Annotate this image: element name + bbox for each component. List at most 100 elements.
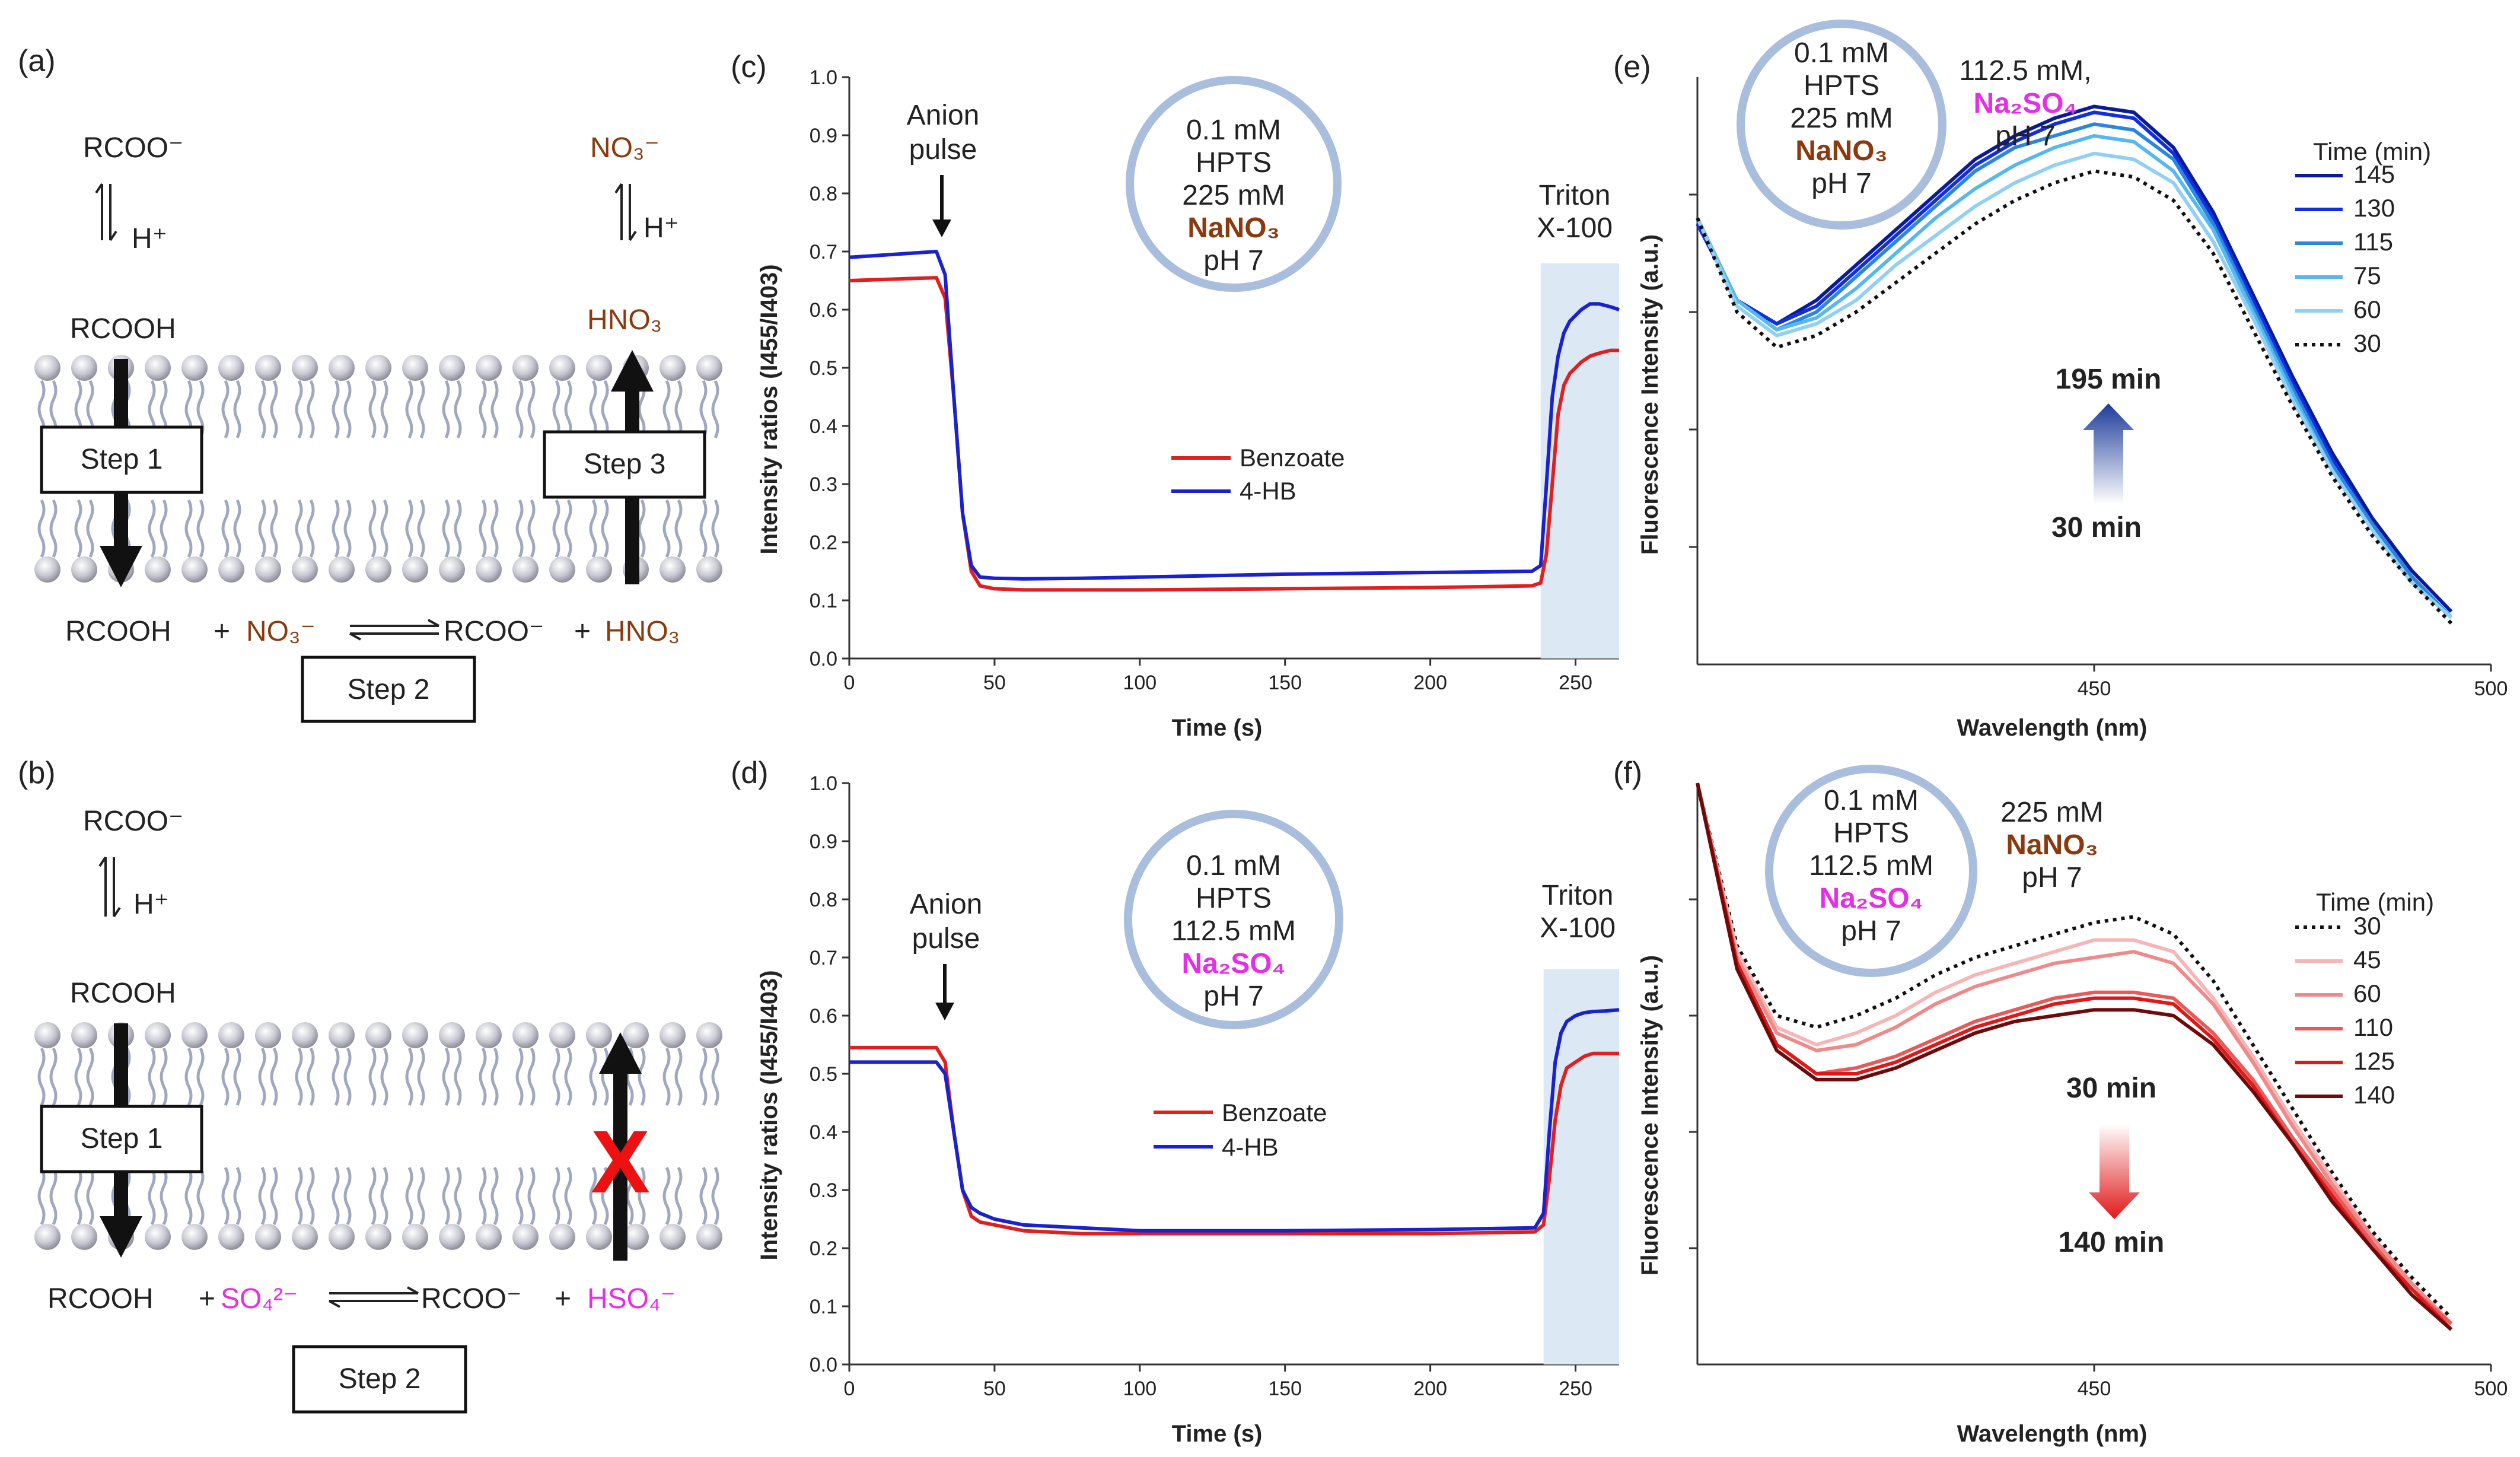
lipid-head — [292, 1022, 318, 1048]
lipid-head — [660, 355, 686, 381]
legend-label-115: 115 — [2353, 228, 2393, 256]
lipid-tail — [74, 1047, 82, 1106]
lipid-tail — [307, 499, 315, 558]
c-pulse-arrowhead — [932, 219, 951, 237]
d-triton-1: Triton — [1542, 880, 1614, 911]
equilibrium-arrows-b — [98, 856, 121, 918]
step1-box-b — [40, 1105, 203, 1173]
lipid-tail — [184, 499, 193, 558]
lipid-tail — [221, 1166, 230, 1226]
lipid-head — [586, 1022, 612, 1048]
lipid-tail — [699, 1047, 708, 1106]
chart-d-legend: Benzoate 4-HB — [1154, 1099, 1327, 1161]
lipid-tail — [221, 1047, 230, 1106]
lipid-tail — [479, 380, 487, 439]
lipid-head — [255, 1224, 281, 1250]
lipid-tail — [49, 1047, 58, 1106]
lipid-tail — [270, 1047, 278, 1106]
lipid-head — [71, 355, 97, 381]
a-eq-plus2: + — [574, 616, 591, 647]
lipid-tail — [527, 1166, 536, 1226]
series-line-60 — [1696, 151, 2453, 619]
x-tick-label: 100 — [1123, 672, 1157, 694]
legend-label-60: 60 — [2353, 979, 2381, 1007]
lipid-head — [696, 355, 722, 381]
lipid-tail — [258, 380, 266, 439]
d-pulse-1: Anion — [910, 889, 983, 920]
lipid-tail — [86, 499, 94, 558]
y-tick-label: 0.0 — [810, 648, 837, 670]
chart-d: (d) 0 50 100 150 200 250 0.0 0.1 0.2 0.3 0.4 0.5 0.6… — [731, 756, 1620, 1447]
a-top-left-acid: RCOOH — [70, 313, 176, 345]
lipid-tail — [479, 499, 487, 558]
lipid-head — [329, 355, 355, 381]
lipid-tail — [332, 1166, 340, 1226]
lipid-tail — [343, 1166, 352, 1226]
lipid-tail — [332, 380, 340, 439]
legend-label-75: 75 — [2353, 262, 2381, 290]
chart-e-ylabel: Fluorescence Intensity (a.u.) — [1637, 234, 1663, 555]
lipid-tail — [674, 1047, 683, 1106]
series-line-60 — [1696, 782, 2453, 1325]
y-tick-label: 0.2 — [810, 1238, 837, 1260]
lipid-head — [34, 1022, 60, 1048]
f-outside-3: pH 7 — [2022, 862, 2082, 893]
lipid-head — [329, 1022, 355, 1048]
equilibrium-arrows-a-right — [614, 183, 637, 241]
c-circle-3: 225 mM — [1182, 180, 1285, 211]
lipid-tail — [368, 1047, 377, 1106]
lipid-head — [402, 355, 428, 381]
y-tick-label: 0.6 — [810, 1005, 837, 1027]
lipid-head — [71, 1224, 97, 1250]
legend-label-145: 145 — [2353, 160, 2395, 188]
lipid-head — [549, 556, 575, 583]
lipid-head — [476, 1224, 502, 1250]
panel-f-label: (f) — [1613, 756, 1642, 790]
lipid-tail — [699, 380, 708, 439]
blocked-x-mark: X — [591, 1112, 650, 1211]
lipid-tail — [49, 499, 58, 558]
lipid-head — [181, 355, 208, 381]
lipid-tail — [711, 380, 719, 439]
chart-d-ylabel: Intensity ratios (I455/I403) — [756, 970, 782, 1260]
e-circle-5: pH 7 — [1811, 168, 1871, 199]
b-eq-left: RCOOH — [47, 1283, 154, 1315]
lipid-tail — [490, 1166, 499, 1226]
lipid-tail — [332, 499, 340, 558]
lipid-tail — [515, 380, 524, 439]
y-tick-label: 1.0 — [810, 66, 837, 89]
chart-d-lines — [849, 969, 1620, 1364]
y-tick-label: 0.3 — [810, 1179, 837, 1202]
a-top-right-species: NO₃⁻ — [590, 132, 660, 164]
series-line-125 — [1696, 782, 2453, 1331]
lipid-tail — [160, 499, 168, 558]
lipid-head — [181, 1224, 208, 1250]
x-tick-label: 250 — [1559, 672, 1592, 694]
lipid-tail — [343, 1047, 352, 1106]
e-outside-1: 112.5 mM, — [1959, 55, 2091, 87]
lipid-tail — [295, 1047, 303, 1106]
e-circle-1: 0.1 mM — [1794, 37, 1889, 69]
b-eq-anion: SO₄²⁻ — [221, 1283, 298, 1315]
f-outside-2: NaNO₃ — [2006, 829, 2098, 861]
lipid-tail — [405, 1166, 413, 1226]
panel-e-label: (e) — [1613, 50, 1651, 84]
d-legend-4hb: 4-HB — [1222, 1133, 1279, 1161]
lipid-tail — [601, 380, 609, 439]
lipid-head — [512, 1022, 539, 1048]
a-h-plus-right: H⁺ — [643, 212, 679, 244]
panel-d-label: (d) — [731, 756, 769, 790]
lipid-head — [365, 1224, 391, 1250]
panel-b-label: (b) — [18, 756, 56, 790]
lipid-head — [476, 355, 502, 381]
a-eq-product: RCOO⁻ — [444, 616, 544, 647]
legend-label-125: 125 — [2353, 1047, 2395, 1075]
lipid-head — [696, 1022, 722, 1048]
lipid-tail — [442, 1166, 450, 1226]
c-pulse-1: Anion — [907, 100, 980, 131]
series-line-45 — [1696, 782, 2453, 1325]
b-eq-product: RCOO⁻ — [421, 1283, 521, 1315]
y-tick-label: 1.0 — [810, 772, 837, 795]
lipid-tail — [711, 1166, 719, 1226]
